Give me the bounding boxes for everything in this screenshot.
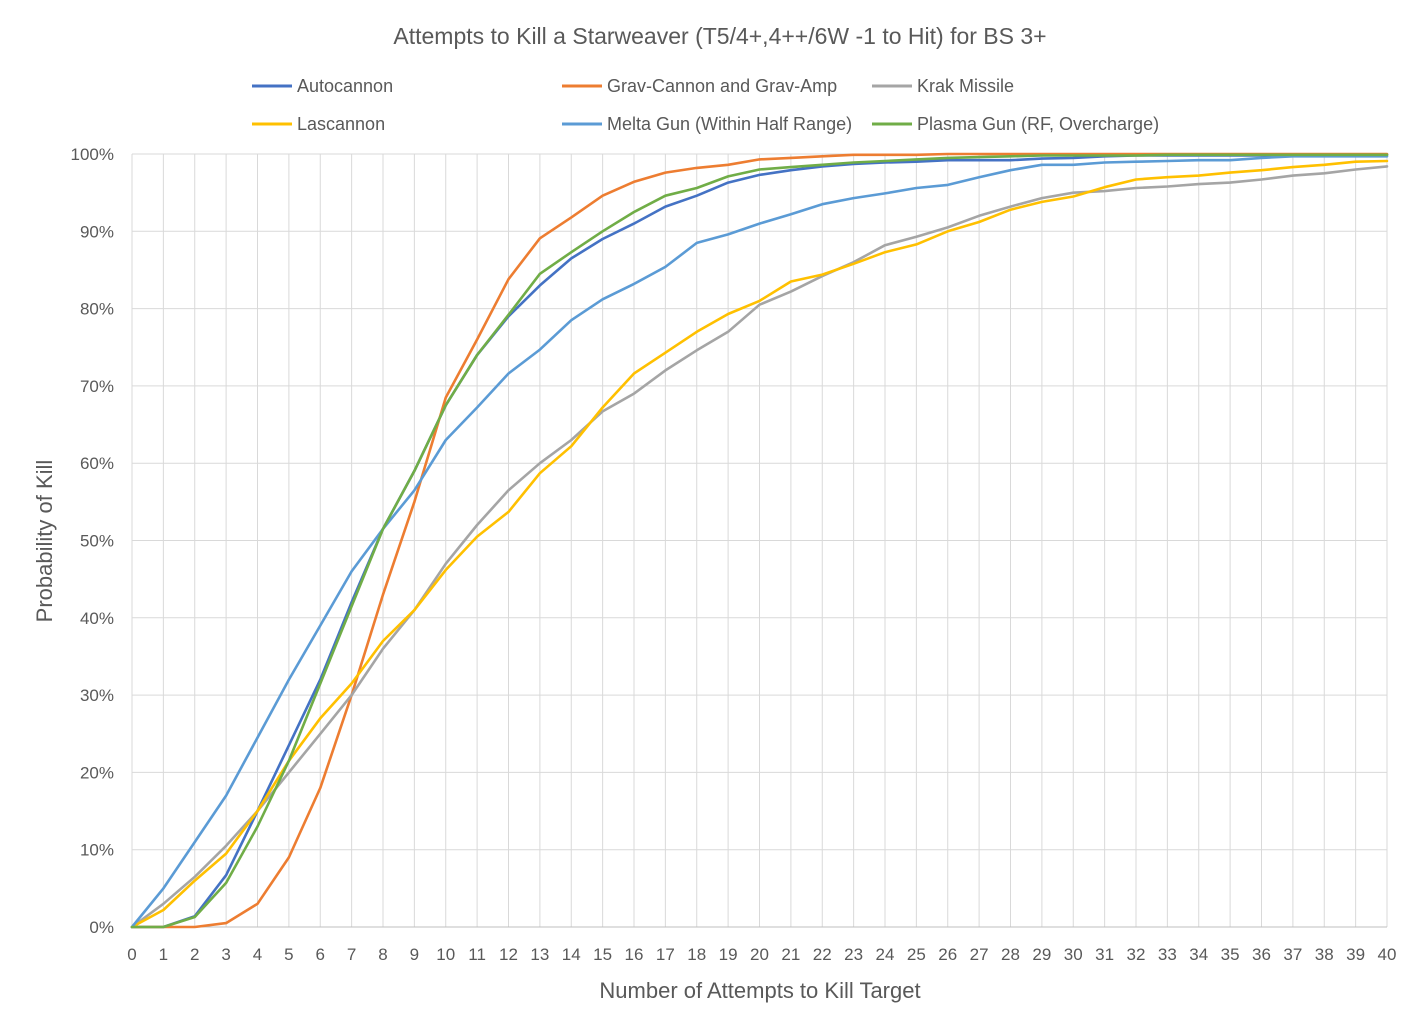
x-tick-label: 20 xyxy=(750,945,769,964)
x-tick-label: 15 xyxy=(593,945,612,964)
y-axis-title: Probability of Kill xyxy=(32,460,57,623)
x-tick-label: 31 xyxy=(1095,945,1114,964)
x-tick-label: 11 xyxy=(468,945,486,964)
axes: 0 1 2 3 4 5 6 7 8 9 10 11 12 13 14 15 16 17 18 19 20 21 22 23 24… xyxy=(71,145,1397,964)
y-tick-label: 50% xyxy=(80,532,114,551)
x-tick-label: 14 xyxy=(562,945,581,964)
y-tick-label: 100% xyxy=(71,145,114,164)
series-line xyxy=(130,155,1389,929)
y-tick-label: 80% xyxy=(80,300,114,319)
y-tick-label: 30% xyxy=(80,686,114,705)
x-tick-label: 19 xyxy=(719,945,738,964)
legend-entry: Krak Missile xyxy=(872,76,1014,96)
x-tick-label: 0 xyxy=(127,945,136,964)
x-tick-label: 1 xyxy=(159,945,168,964)
legend: Autocannon Grav-Cannon and Grav-Amp Krak M… xyxy=(252,76,1159,134)
legend-entry: Autocannon xyxy=(252,76,393,96)
chart-title: Attempts to Kill a Starweaver (T5/4+,4++… xyxy=(393,23,1046,49)
x-tick-label: 25 xyxy=(907,945,926,964)
x-tick-label: 22 xyxy=(813,945,832,964)
x-tick-label: 35 xyxy=(1221,945,1240,964)
y-tick-label: 60% xyxy=(80,454,114,473)
series-line xyxy=(130,153,1389,929)
x-tick-label: 39 xyxy=(1346,945,1365,964)
legend-label: Lascannon xyxy=(297,114,385,134)
x-tick-label: 16 xyxy=(625,945,644,964)
x-tick-label: 30 xyxy=(1064,945,1083,964)
x-tick-label: 26 xyxy=(938,945,957,964)
x-tick-label: 13 xyxy=(530,945,549,964)
legend-entry: Lascannon xyxy=(252,114,385,134)
x-tick-label: 18 xyxy=(687,945,706,964)
x-tick-label: 23 xyxy=(844,945,863,964)
legend-label: Krak Missile xyxy=(917,76,1014,96)
x-tick-label: 9 xyxy=(410,945,419,964)
x-tick-label: 34 xyxy=(1189,945,1208,964)
x-tick-label: 36 xyxy=(1252,945,1271,964)
series-layer xyxy=(130,152,1389,929)
grid xyxy=(131,153,1388,928)
x-tick-label: 5 xyxy=(284,945,293,964)
y-tick-label: 90% xyxy=(80,222,114,241)
legend-label: Plasma Gun (RF, Overcharge) xyxy=(917,114,1159,134)
x-tick-label: 21 xyxy=(781,945,800,964)
y-tick-label: 40% xyxy=(80,609,114,628)
y-tick-label: 20% xyxy=(80,763,114,782)
x-tick-label: 12 xyxy=(499,945,518,964)
x-tick-label: 40 xyxy=(1378,945,1397,964)
x-tick-label: 17 xyxy=(656,945,675,964)
x-tick-label: 27 xyxy=(970,945,989,964)
x-tick-label: 32 xyxy=(1127,945,1146,964)
x-tick-label: 4 xyxy=(253,945,262,964)
x-tick-label: 10 xyxy=(436,945,455,964)
legend-entry: Melta Gun (Within Half Range) xyxy=(562,114,852,134)
legend-label: Autocannon xyxy=(297,76,393,96)
x-tick-label: 3 xyxy=(221,945,230,964)
y-tick-label: 0% xyxy=(89,918,114,937)
series-line xyxy=(130,159,1389,929)
legend-entry: Plasma Gun (RF, Overcharge) xyxy=(872,114,1159,134)
x-tick-label: 37 xyxy=(1283,945,1302,964)
series-line xyxy=(130,165,1389,929)
x-tick-label: 6 xyxy=(316,945,325,964)
x-tick-label: 2 xyxy=(190,945,199,964)
x-tick-label: 24 xyxy=(876,945,895,964)
x-tick-label: 28 xyxy=(1001,945,1020,964)
x-tick-label: 33 xyxy=(1158,945,1177,964)
x-tick-label: 7 xyxy=(347,945,356,964)
x-tick-label: 8 xyxy=(378,945,387,964)
x-tick-label: 38 xyxy=(1315,945,1334,964)
x-axis-title: Number of Attempts to Kill Target xyxy=(599,978,920,1003)
y-tick-label: 70% xyxy=(80,377,114,396)
x-tick-label: 29 xyxy=(1032,945,1051,964)
legend-label: Grav-Cannon and Grav-Amp xyxy=(607,76,837,96)
legend-label: Melta Gun (Within Half Range) xyxy=(607,114,852,134)
legend-entry: Grav-Cannon and Grav-Amp xyxy=(562,76,837,96)
y-tick-label: 10% xyxy=(80,841,114,860)
